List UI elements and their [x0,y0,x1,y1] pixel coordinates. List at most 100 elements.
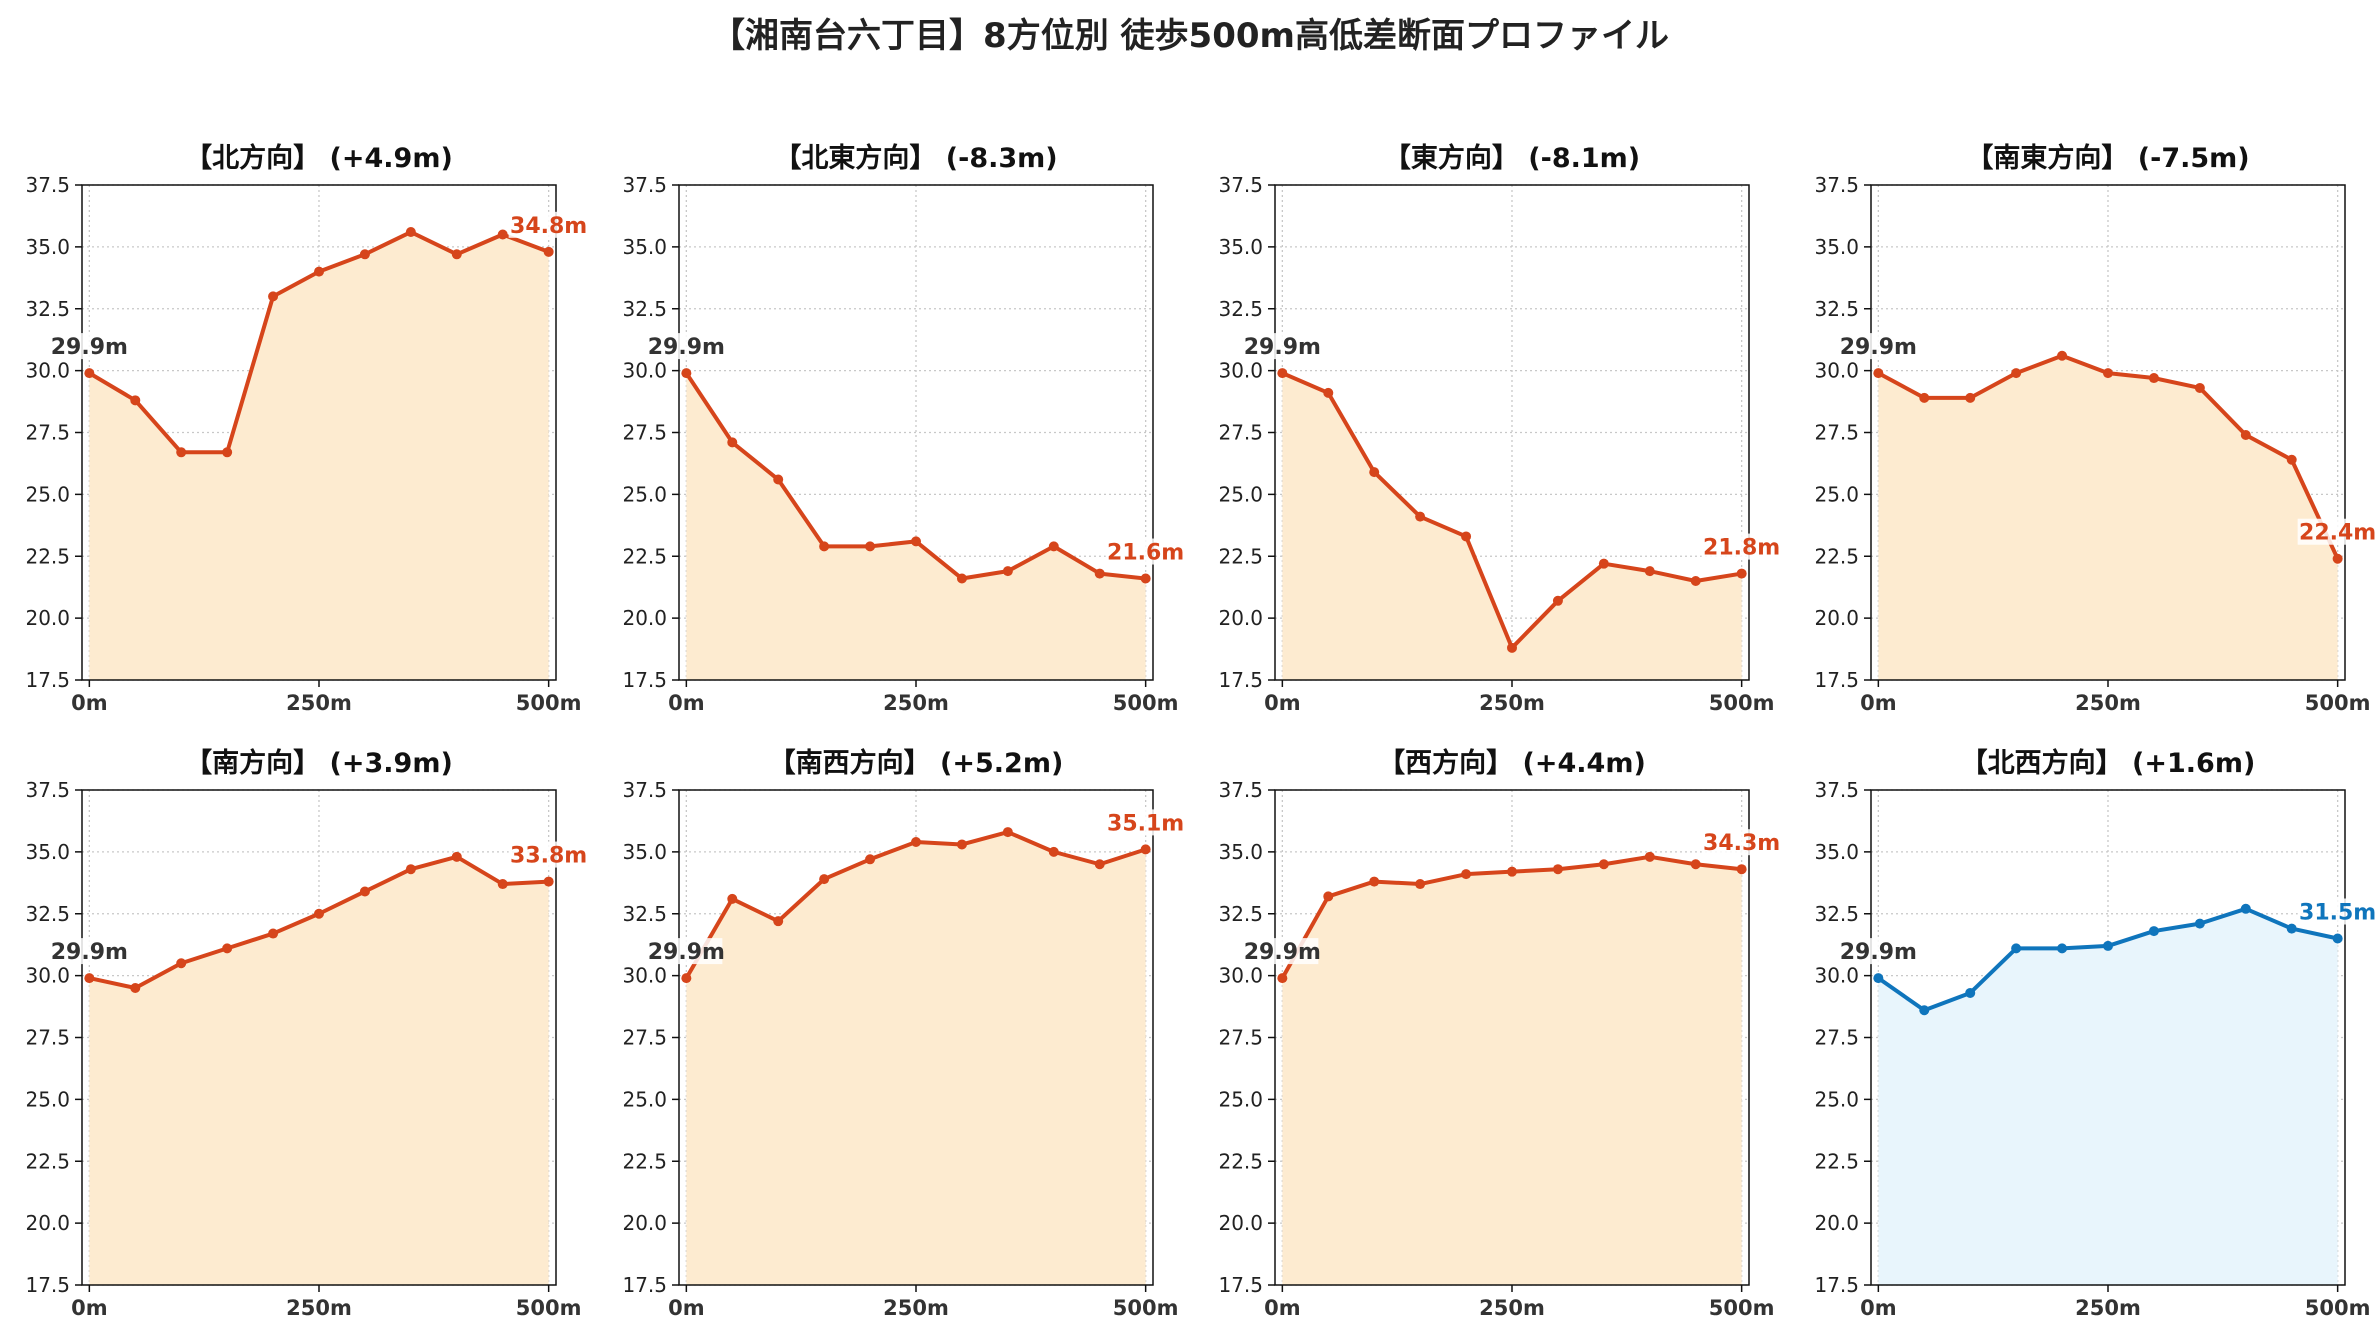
y-tick-label: 30.0 [1814,359,1859,383]
y-tick-label: 37.5 [1814,778,1859,802]
y-tick-label: 20.0 [25,1211,70,1235]
y-tick-label: 30.0 [25,359,70,383]
data-point [1048,846,1059,857]
y-tick-label: 17.5 [1218,668,1263,692]
x-tick-label: 500m [1709,1296,1775,1320]
y-tick-label: 17.5 [622,1273,667,1297]
data-point [865,854,876,865]
data-point [2194,918,2205,929]
data-point [1736,568,1747,579]
y-tick-label: 32.5 [1218,297,1263,321]
y-tick-label: 32.5 [622,902,667,926]
data-point [1002,566,1013,577]
data-point [1369,467,1380,478]
x-tick-label: 0m [71,1296,108,1320]
chart-title: 【西方向】 (+4.4m) [1378,747,1646,779]
page-title: 【湘南台六丁目】8方位別 徒歩500m高低差断面プロファイル [711,16,1669,56]
start-label-bg [650,333,723,360]
data-point [497,879,508,890]
y-tick-label: 37.5 [1814,173,1859,197]
data-point [1919,1005,1930,1016]
data-point [2286,923,2297,934]
data-point [956,573,967,584]
area-fill [1878,908,2338,1285]
start-value-label: 29.9m [1840,940,1917,965]
x-tick-label: 0m [1264,1296,1301,1320]
data-point [2332,933,2343,944]
y-tick-label: 37.5 [1218,173,1263,197]
start-label-bg [53,938,126,965]
end-label-bg [1701,533,1782,560]
x-tick-label: 0m [668,691,705,715]
data-point [2011,943,2022,954]
chart-title: 【東方向】 (-8.1m) [1384,142,1640,174]
area-fill [89,232,549,680]
data-point [1507,642,1517,653]
data-point [956,839,967,850]
y-tick-label: 22.5 [622,1149,667,1173]
y-tick-label: 30.0 [25,964,70,988]
y-tick-label: 20.0 [1218,1211,1263,1235]
start-label-bg [650,938,723,965]
y-tick-label: 22.5 [25,544,70,568]
y-tick-label: 22.5 [1814,544,1859,568]
chart-panel: 【南西方向】 (+5.2m) 17.5 20.0 22.5 25.0 27.5 30.0 32… [622,747,1186,1320]
data-point [2148,926,2159,937]
chart-panel: 【北西方向】 (+1.6m) 17.5 20.0 22.5 25.0 27.5 30.0 32… [1814,747,2378,1320]
x-tick-label: 250m [1479,1296,1545,1320]
y-tick-label: 25.0 [1218,482,1263,506]
y-tick-label: 27.5 [622,421,667,445]
y-tick-label: 22.5 [622,544,667,568]
x-tick-label: 500m [1113,691,1179,715]
start-value-label: 29.9m [1244,940,1321,965]
data-point [1002,827,1013,838]
x-tick-label: 250m [2075,691,2141,715]
chart-title: 【南方向】 (+3.9m) [185,747,453,779]
start-label-bg [1842,333,1915,360]
data-point [2240,429,2251,440]
data-point [1965,987,1976,998]
y-tick-label: 37.5 [25,778,70,802]
y-tick-label: 30.0 [1218,359,1263,383]
end-label-bg [1105,538,1186,565]
data-point [1415,879,1426,890]
data-point [1415,511,1426,522]
y-tick-label: 35.0 [622,840,667,864]
start-value-label: 29.9m [1840,335,1917,360]
y-tick-label: 17.5 [1218,1273,1263,1297]
y-tick-label: 32.5 [1218,902,1263,926]
y-tick-label: 25.0 [1814,1087,1859,1111]
data-point [314,266,324,277]
data-point [681,973,692,984]
end-label-bg [1105,809,1186,836]
data-point [405,227,416,238]
y-tick-label: 30.0 [1218,964,1263,988]
y-tick-label: 30.0 [622,964,667,988]
start-value-label: 29.9m [51,335,128,360]
data-point [1552,864,1563,875]
x-tick-label: 0m [71,691,108,715]
data-point [1140,844,1151,855]
x-tick-label: 500m [516,691,582,715]
end-value-label: 34.3m [1703,831,1780,856]
y-tick-label: 20.0 [1218,606,1263,630]
x-tick-label: 250m [883,1296,949,1320]
area-fill [686,373,1146,680]
chart-panel: 【東方向】 (-8.1m) 17.5 20.0 22.5 25.0 27.5 30.0 32.… [1218,142,1782,715]
y-tick-label: 20.0 [1814,1211,1859,1235]
data-point [1598,558,1609,569]
chart-title: 【南西方向】 (+5.2m) [769,747,1064,779]
y-tick-label: 25.0 [1814,482,1859,506]
data-point [1873,973,1884,984]
y-tick-label: 20.0 [622,606,667,630]
end-value-label: 33.8m [510,844,587,869]
y-tick-label: 20.0 [622,1211,667,1235]
data-point [2011,368,2022,379]
y-tick-label: 25.0 [1218,1087,1263,1111]
chart-panel: 【南方向】 (+3.9m) 17.5 20.0 22.5 25.0 27.5 30.0 32.… [25,747,589,1320]
data-point [2103,940,2113,951]
data-point [543,246,554,257]
data-point [1690,576,1701,586]
data-point [268,291,279,302]
